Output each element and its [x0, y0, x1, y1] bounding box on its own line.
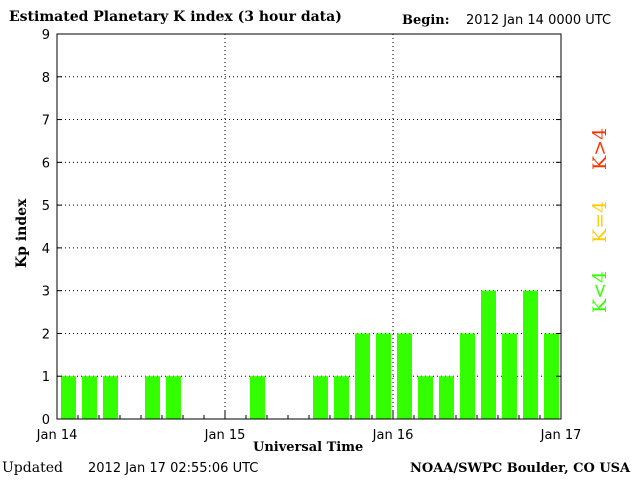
y-tick-label: 2 [42, 327, 50, 342]
kp-bar [397, 333, 412, 419]
x-tick-label: Jan 15 [204, 428, 246, 443]
y-tick-label: 7 [42, 114, 50, 129]
x-tick-label: Jan 17 [540, 428, 582, 443]
y-tick-label: 6 [42, 156, 50, 171]
kp-bar [502, 333, 517, 419]
x-ticks: Jan 14 Jan 15 Jan 16 Jan 17 [36, 411, 582, 443]
x-axis-label: Universal Time [253, 440, 364, 455]
kp-bar [166, 376, 181, 419]
kp-bar [355, 333, 370, 419]
y-tick-label: 8 [42, 71, 50, 86]
kp-bar [334, 376, 349, 419]
kp-bar [460, 333, 475, 419]
kp-bar [544, 333, 559, 419]
updated-label: Updated [2, 460, 63, 476]
kp-bar [313, 376, 328, 419]
kp-bar [250, 376, 265, 419]
chart-title: Estimated Planetary K index (3 hour data… [9, 9, 342, 25]
kp-bar [82, 376, 97, 419]
kp-bar [418, 376, 433, 419]
x-tick-label: Jan 16 [372, 428, 414, 443]
kp-bar [103, 376, 118, 419]
y-tick-label: 1 [42, 370, 50, 385]
grid-lines [57, 34, 561, 419]
updated-value: 2012 Jan 17 02:55:06 UTC [88, 461, 259, 476]
kp-bar [481, 290, 496, 419]
kp-bar [61, 376, 76, 419]
legend-k-equals-4: K=4 [589, 200, 611, 243]
credit-text: NOAA/SWPC Boulder, CO USA [410, 461, 631, 476]
kp-bar [523, 290, 538, 419]
y-tick-label: 4 [42, 242, 50, 257]
begin-value: 2012 Jan 14 0000 UTC [466, 13, 612, 28]
y-axis-label: Kp index [14, 198, 30, 268]
y-tick-label: 0 [42, 413, 50, 428]
kp-bar [145, 376, 160, 419]
begin-label: Begin: [402, 13, 450, 28]
legend-k-below-4: K<4 [589, 270, 611, 313]
kp-bar [439, 376, 454, 419]
y-tick-label: 3 [42, 285, 50, 300]
legend-k-above-4: K>4 [589, 127, 611, 170]
y-ticks: 0 1 2 3 4 5 6 7 8 9 [42, 28, 561, 428]
kp-bar [376, 333, 391, 419]
bars [61, 290, 559, 419]
y-tick-label: 9 [42, 28, 50, 43]
y-tick-label: 5 [42, 199, 50, 214]
x-tick-label: Jan 14 [36, 428, 78, 443]
